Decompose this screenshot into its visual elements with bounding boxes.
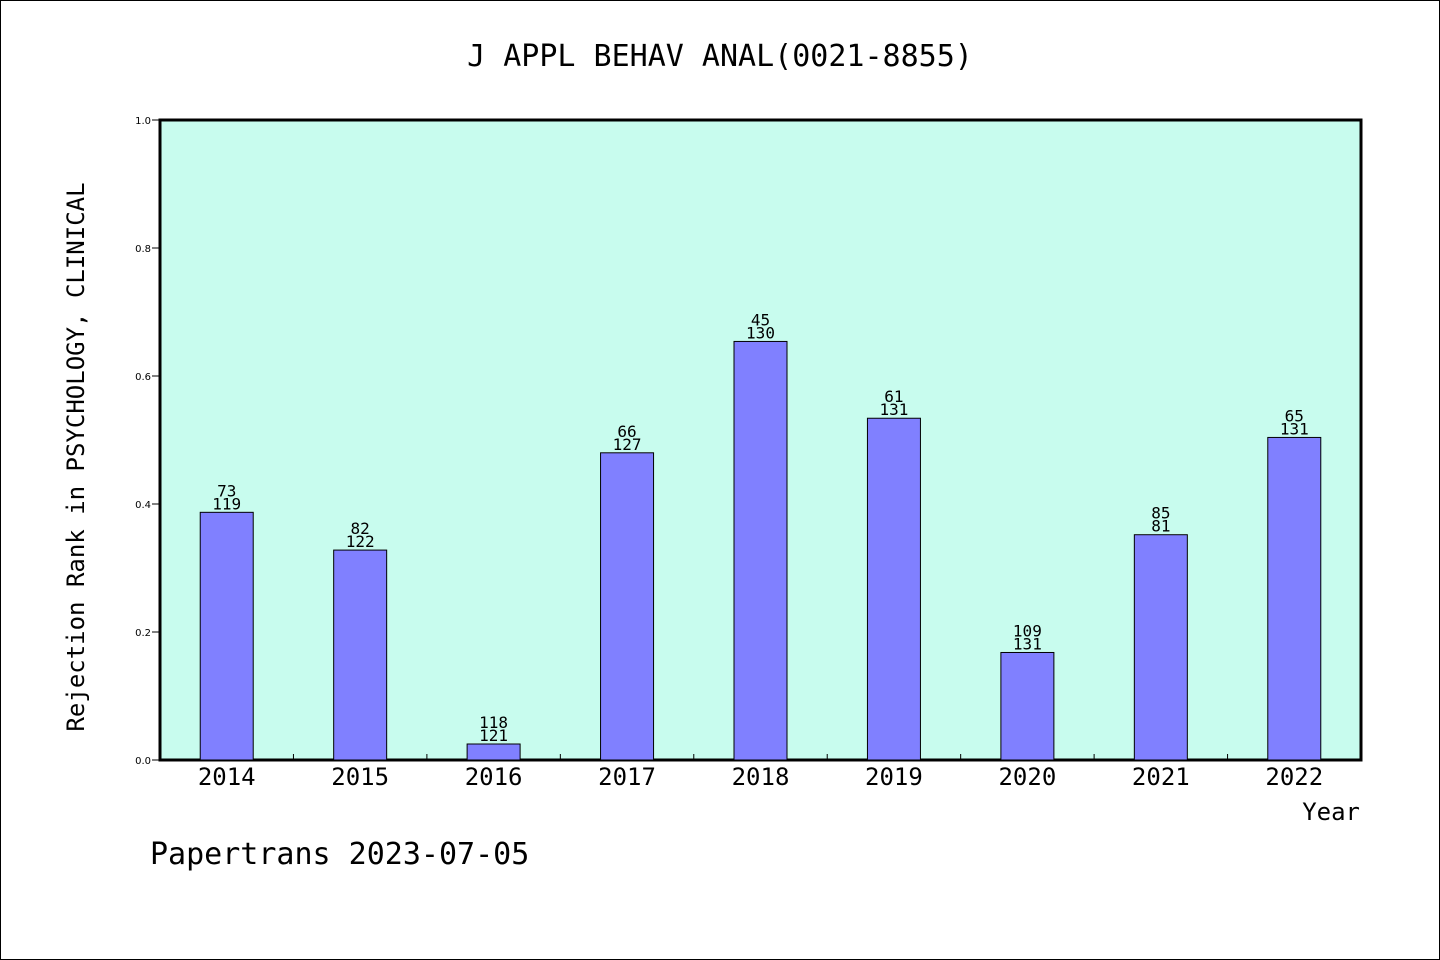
bar-total-label: 122 — [346, 532, 375, 551]
y-axis: 0.0 0.2 0.4 0.6 0.8 1.0 — [135, 116, 160, 767]
bar-rank-label: 65 — [1285, 406, 1304, 425]
bar-2014 — [199, 511, 254, 761]
x-axis: 2014 2015 2016 2017 2018 2019 2020 2021 2022 — [198, 754, 1323, 791]
bar-rank-label: 109 — [1013, 621, 1042, 640]
y-axis-label: Rejection Rank in PSYCHOLOGY, CLINICAL — [62, 182, 90, 731]
bar-2021 — [1133, 534, 1188, 761]
bars: 7311982122118121661274513061131109131858… — [199, 310, 1322, 761]
bar-total-label: 130 — [746, 323, 775, 342]
bar-2022 — [1267, 436, 1322, 761]
x-tick-label: 2020 — [998, 763, 1056, 791]
x-tick-label: 2016 — [465, 763, 523, 791]
x-tick-label: 2022 — [1265, 763, 1323, 791]
bar-2020 — [1000, 651, 1055, 761]
bar-total-label: 131 — [1280, 419, 1309, 438]
bar-rank-label: 66 — [617, 422, 636, 441]
y-tick-label: 0.0 — [135, 756, 151, 767]
x-tick-label: 2017 — [598, 763, 656, 791]
x-tick-label: 2019 — [865, 763, 923, 791]
bar-rank-label: 45 — [751, 310, 770, 329]
x-tick-label: 2021 — [1132, 763, 1190, 791]
bar-rank-label: 118 — [479, 713, 508, 732]
chart-title: J APPL BEHAV ANAL(0021-8855) — [467, 39, 973, 74]
bar-total-label: 131 — [1013, 634, 1042, 653]
bar-2016 — [466, 743, 521, 761]
y-tick-label: 0.2 — [135, 628, 151, 639]
bar-rank-label: 85 — [1151, 504, 1170, 523]
bar-rank-label: 73 — [217, 481, 236, 500]
bar-total-label: 131 — [879, 400, 908, 419]
bar-rank-label: 82 — [351, 519, 370, 538]
bar-rank-label: 61 — [884, 387, 903, 406]
y-tick-label: 0.8 — [135, 244, 151, 255]
x-tick-label: 2015 — [331, 763, 389, 791]
y-tick-label: 1.0 — [135, 116, 151, 127]
bar-total-label: 119 — [212, 494, 241, 513]
footer-credit: Papertrans 2023-07-05 — [150, 837, 529, 872]
bar-total-label: 127 — [613, 435, 642, 454]
x-tick-label: 2018 — [732, 763, 790, 791]
x-axis-label: Year — [1302, 798, 1360, 826]
bar-2018 — [733, 340, 788, 761]
bar-2017 — [600, 452, 655, 761]
bar-2015 — [333, 549, 388, 761]
y-tick-label: 0.6 — [135, 372, 151, 383]
bar-2019 — [866, 417, 921, 761]
bar-total-label: 121 — [479, 726, 508, 745]
bar-total-label: 81 — [1151, 517, 1170, 536]
x-tick-label: 2014 — [198, 763, 256, 791]
y-tick-label: 0.4 — [135, 500, 151, 511]
